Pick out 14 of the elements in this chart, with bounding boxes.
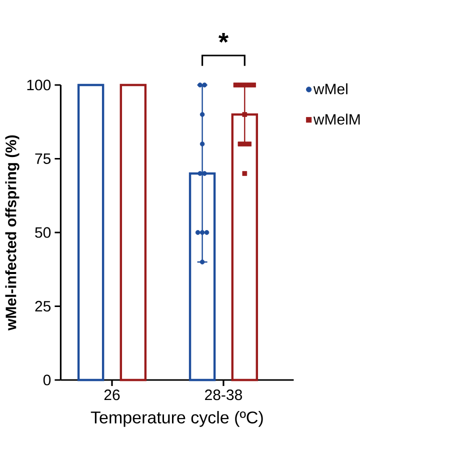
y-tick-label: 100 [27, 80, 51, 90]
legend-label: wMel [313, 83, 348, 94]
bar [120, 84, 147, 382]
x-tick-label: 28-38 [205, 390, 242, 400]
x-tick-label: 26 [104, 390, 120, 400]
legend-label: wMelM [313, 114, 360, 125]
text: * [218, 32, 229, 43]
y-tick-label: 50 [35, 227, 51, 238]
x-axis-title: Temperature cycle (ºC) [90, 411, 263, 427]
bar [77, 84, 104, 382]
y-axis-title: wMel-infected offspring (%) [5, 135, 20, 330]
y-tick-label: 75 [35, 154, 51, 164]
y-tick-label: 25 [35, 300, 51, 312]
y-tick-label: 0 [43, 374, 51, 386]
